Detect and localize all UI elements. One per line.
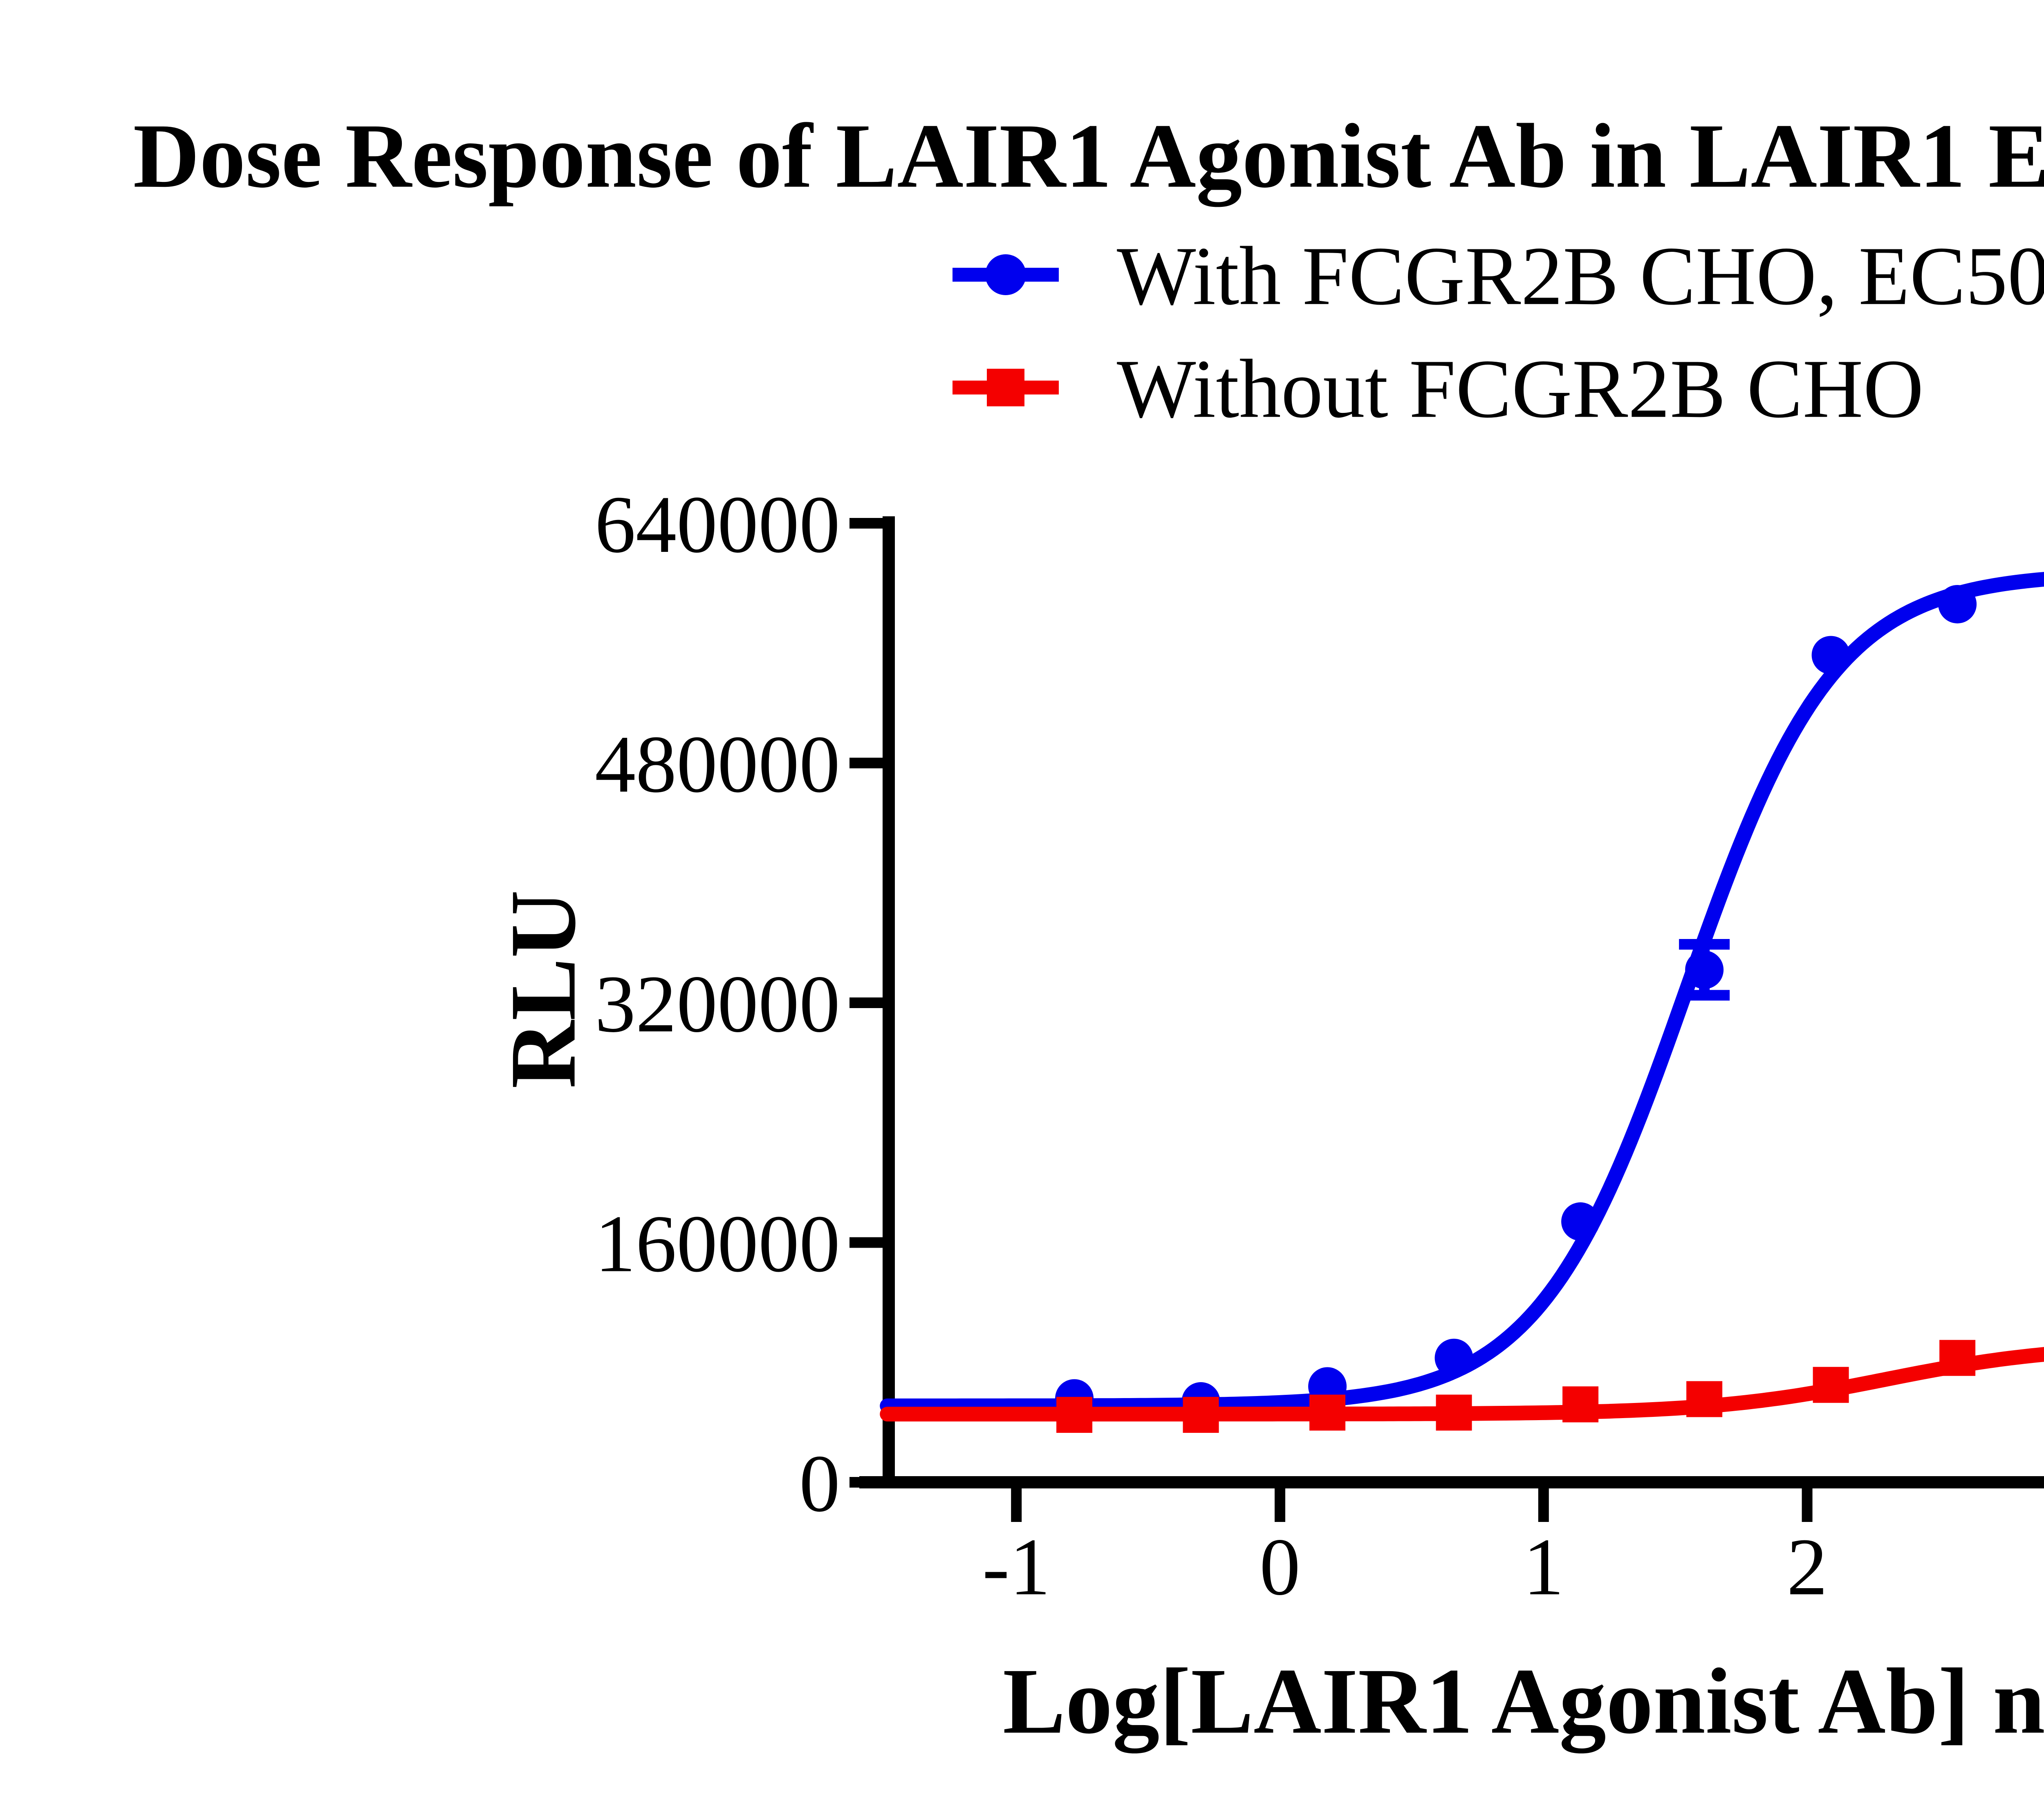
legend-item-with-fcgr2b: With FCGR2B CHO, EC50 = 34.9 ng/ml [953, 230, 2044, 323]
series-without-fcgr2b [880, 1340, 2044, 1433]
legend: With FCGR2B CHO, EC50 = 34.9 ng/ml Witho… [953, 230, 2044, 435]
data-series [880, 571, 2044, 1433]
data-point-circle [1685, 950, 1724, 989]
data-point-circle [1561, 1202, 1600, 1241]
chart-title: Dose Response of LAIR1 Agonist Ab in LAI… [133, 105, 2044, 207]
y-tick-label: 640000 [595, 480, 840, 570]
data-point-square [1056, 1397, 1093, 1433]
data-point-circle [1434, 1338, 1473, 1377]
legend-circle-marker-icon [985, 254, 1026, 295]
data-point-circle [1811, 636, 1850, 675]
legend-label-with-fcgr2b: With FCGR2B CHO, EC50 = 34.9 ng/ml [1117, 230, 2044, 323]
data-point-square [1436, 1394, 1472, 1431]
x-tick-label: -1 [982, 1522, 1051, 1612]
data-point-square [1562, 1386, 1599, 1423]
x-tick-label: 1 [1523, 1522, 1564, 1612]
y-tick-label: 160000 [595, 1199, 840, 1289]
data-point-square [1813, 1367, 1849, 1403]
data-point-square [1183, 1397, 1219, 1433]
data-point-circle [1938, 585, 1977, 623]
series-with-fcgr2b [880, 571, 2044, 1421]
y-tick-label: 320000 [595, 959, 840, 1049]
data-point-square [1939, 1340, 1976, 1376]
y-tick-label: 0 [799, 1439, 840, 1529]
x-tick-label: 0 [1260, 1522, 1300, 1612]
x-tick-label: 2 [1787, 1522, 1828, 1612]
legend-label-without-fcgr2b: Without FCGR2B CHO [1117, 343, 1924, 435]
x-axis-title: Log[LAIR1 Agonist Ab] ng/ml [1003, 1649, 2044, 1754]
y-tick-label: 480000 [595, 719, 840, 810]
legend-item-without-fcgr2b: Without FCGR2B CHO [953, 343, 1924, 435]
legend-square-marker-icon [987, 369, 1024, 406]
data-point-square [1309, 1394, 1346, 1431]
fit-curve [880, 1347, 2044, 1422]
fit-curve [880, 571, 2044, 1413]
data-point-square [1686, 1381, 1723, 1417]
y-axis-title: RLU [491, 890, 595, 1089]
